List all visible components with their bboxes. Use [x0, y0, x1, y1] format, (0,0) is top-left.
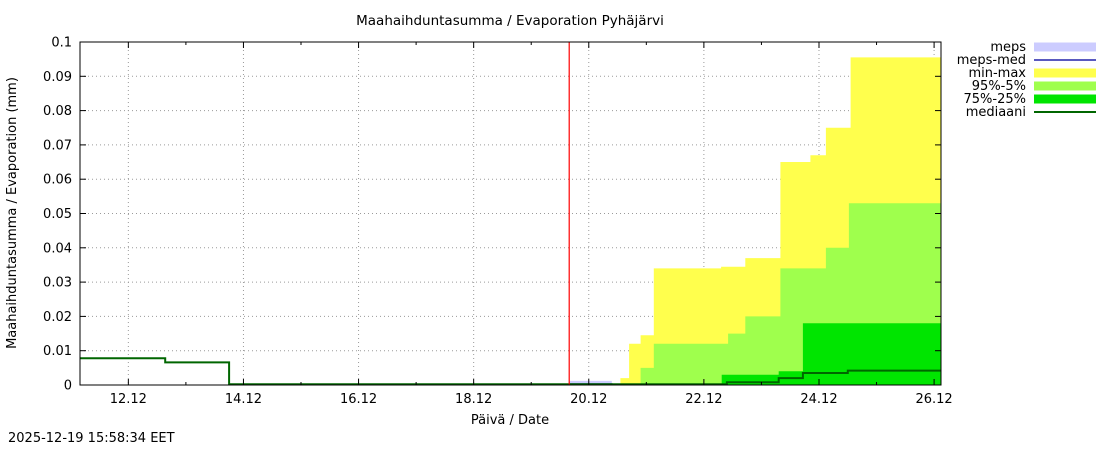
x-tick-label: 14.12 — [225, 392, 262, 407]
y-tick-label: 0 — [64, 379, 72, 394]
x-tick-label: 24.12 — [800, 392, 837, 407]
x-tick-label: 12.12 — [110, 392, 147, 407]
y-tick-label: 0.04 — [43, 241, 72, 256]
legend-swatch-75%-25% — [1034, 94, 1096, 104]
x-tick-label: 26.12 — [915, 392, 952, 407]
timestamp: 2025-12-19 15:58:34 EET — [8, 431, 175, 446]
legend-swatch-95%-5% — [1034, 81, 1096, 91]
x-axis-label: Päivä / Date — [471, 413, 549, 428]
axes: 12.12 14.12 16.12 18.12 20.12 22.12 24.12 26.12… — [43, 36, 953, 408]
y-tick-label: 0.09 — [43, 70, 72, 85]
y-tick-label: 0.05 — [43, 207, 72, 222]
y-tick-label: 0.08 — [43, 104, 72, 119]
x-tick-label: 16.12 — [340, 392, 377, 407]
x-tick-label: 18.12 — [455, 392, 492, 407]
legend-label-mediaani: mediaani — [966, 105, 1026, 120]
bands — [569, 57, 941, 386]
legend-label-min-max: min-max — [968, 66, 1026, 81]
line-mediaani — [80, 357, 941, 386]
band-75%-25% — [569, 323, 941, 385]
y-axis-label: Maahaihduntasumma / Evaporation (mm) — [5, 77, 20, 349]
y-tick-label: 0.03 — [43, 276, 72, 291]
x-tick-label: 20.12 — [570, 392, 607, 407]
legend-label-95%-5%: 95%-5% — [972, 79, 1026, 94]
legend-label-meps-med: meps-med — [957, 53, 1026, 68]
legend-swatch-meps — [1034, 42, 1096, 52]
legend-label-meps: meps — [990, 40, 1026, 55]
y-tick-label: 0.1 — [51, 36, 72, 51]
legend-label-75%-25%: 75%-25% — [964, 92, 1026, 107]
legend-swatch-min-max — [1034, 68, 1096, 78]
y-tick-label: 0.07 — [43, 138, 72, 153]
chart-title: Maahaihduntasumma / Evaporation Pyhäjärv… — [356, 13, 664, 29]
x-tick-label: 22.12 — [685, 392, 722, 407]
y-tick-label: 0.01 — [43, 344, 72, 359]
y-tick-label: 0.06 — [43, 173, 72, 188]
y-tick-label: 0.02 — [43, 310, 72, 325]
